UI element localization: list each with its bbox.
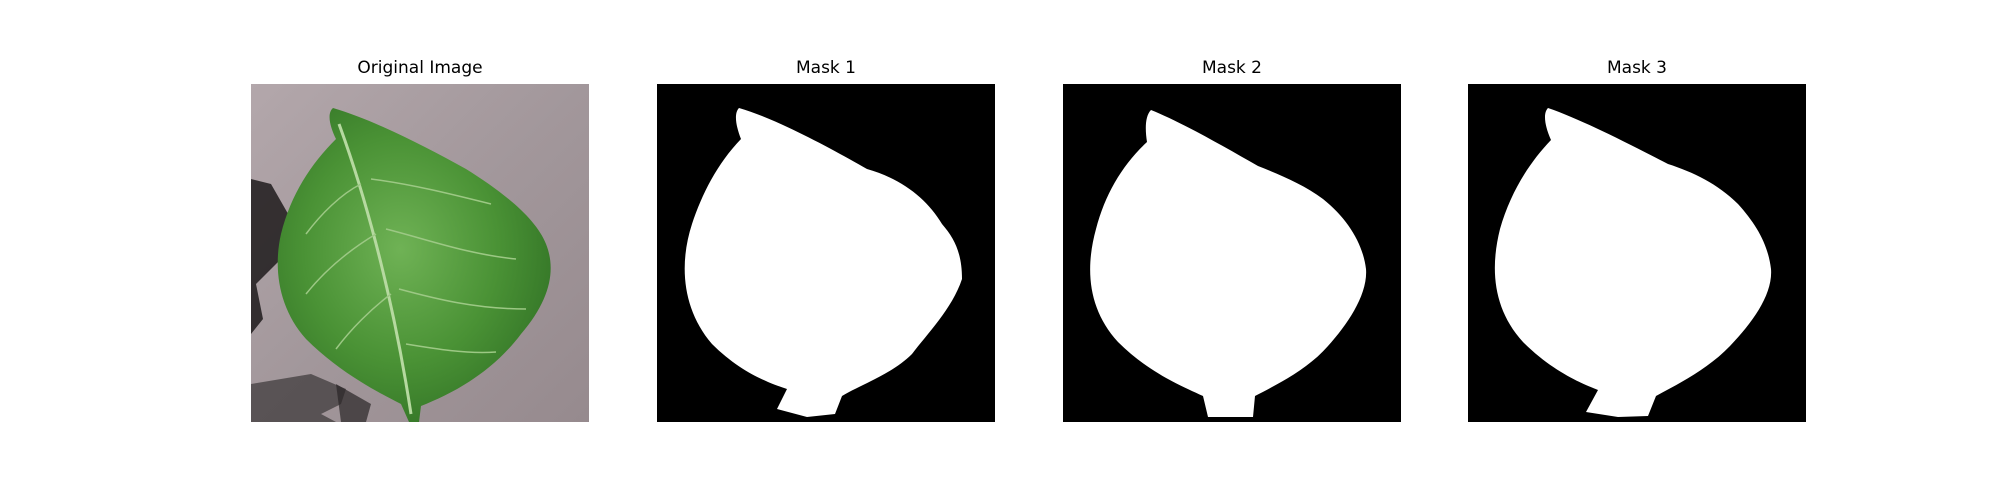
mask-2-panel: Mask 2 (1063, 0, 1401, 500)
mask-2-image (1063, 84, 1401, 422)
mask-1-title: Mask 1 (795, 58, 856, 78)
mask-2-title: Mask 2 (1201, 58, 1262, 78)
mask-3-image (1468, 84, 1806, 422)
original-image-panel: Original Image (251, 0, 589, 500)
mask-1-image (657, 84, 995, 422)
mask-3-panel: Mask 3 (1468, 0, 1806, 500)
original-image-title: Original Image (357, 58, 483, 78)
mask-3-title: Mask 3 (1606, 58, 1667, 78)
mask-1-panel: Mask 1 (657, 0, 995, 500)
original-leaf-photo (251, 84, 589, 422)
